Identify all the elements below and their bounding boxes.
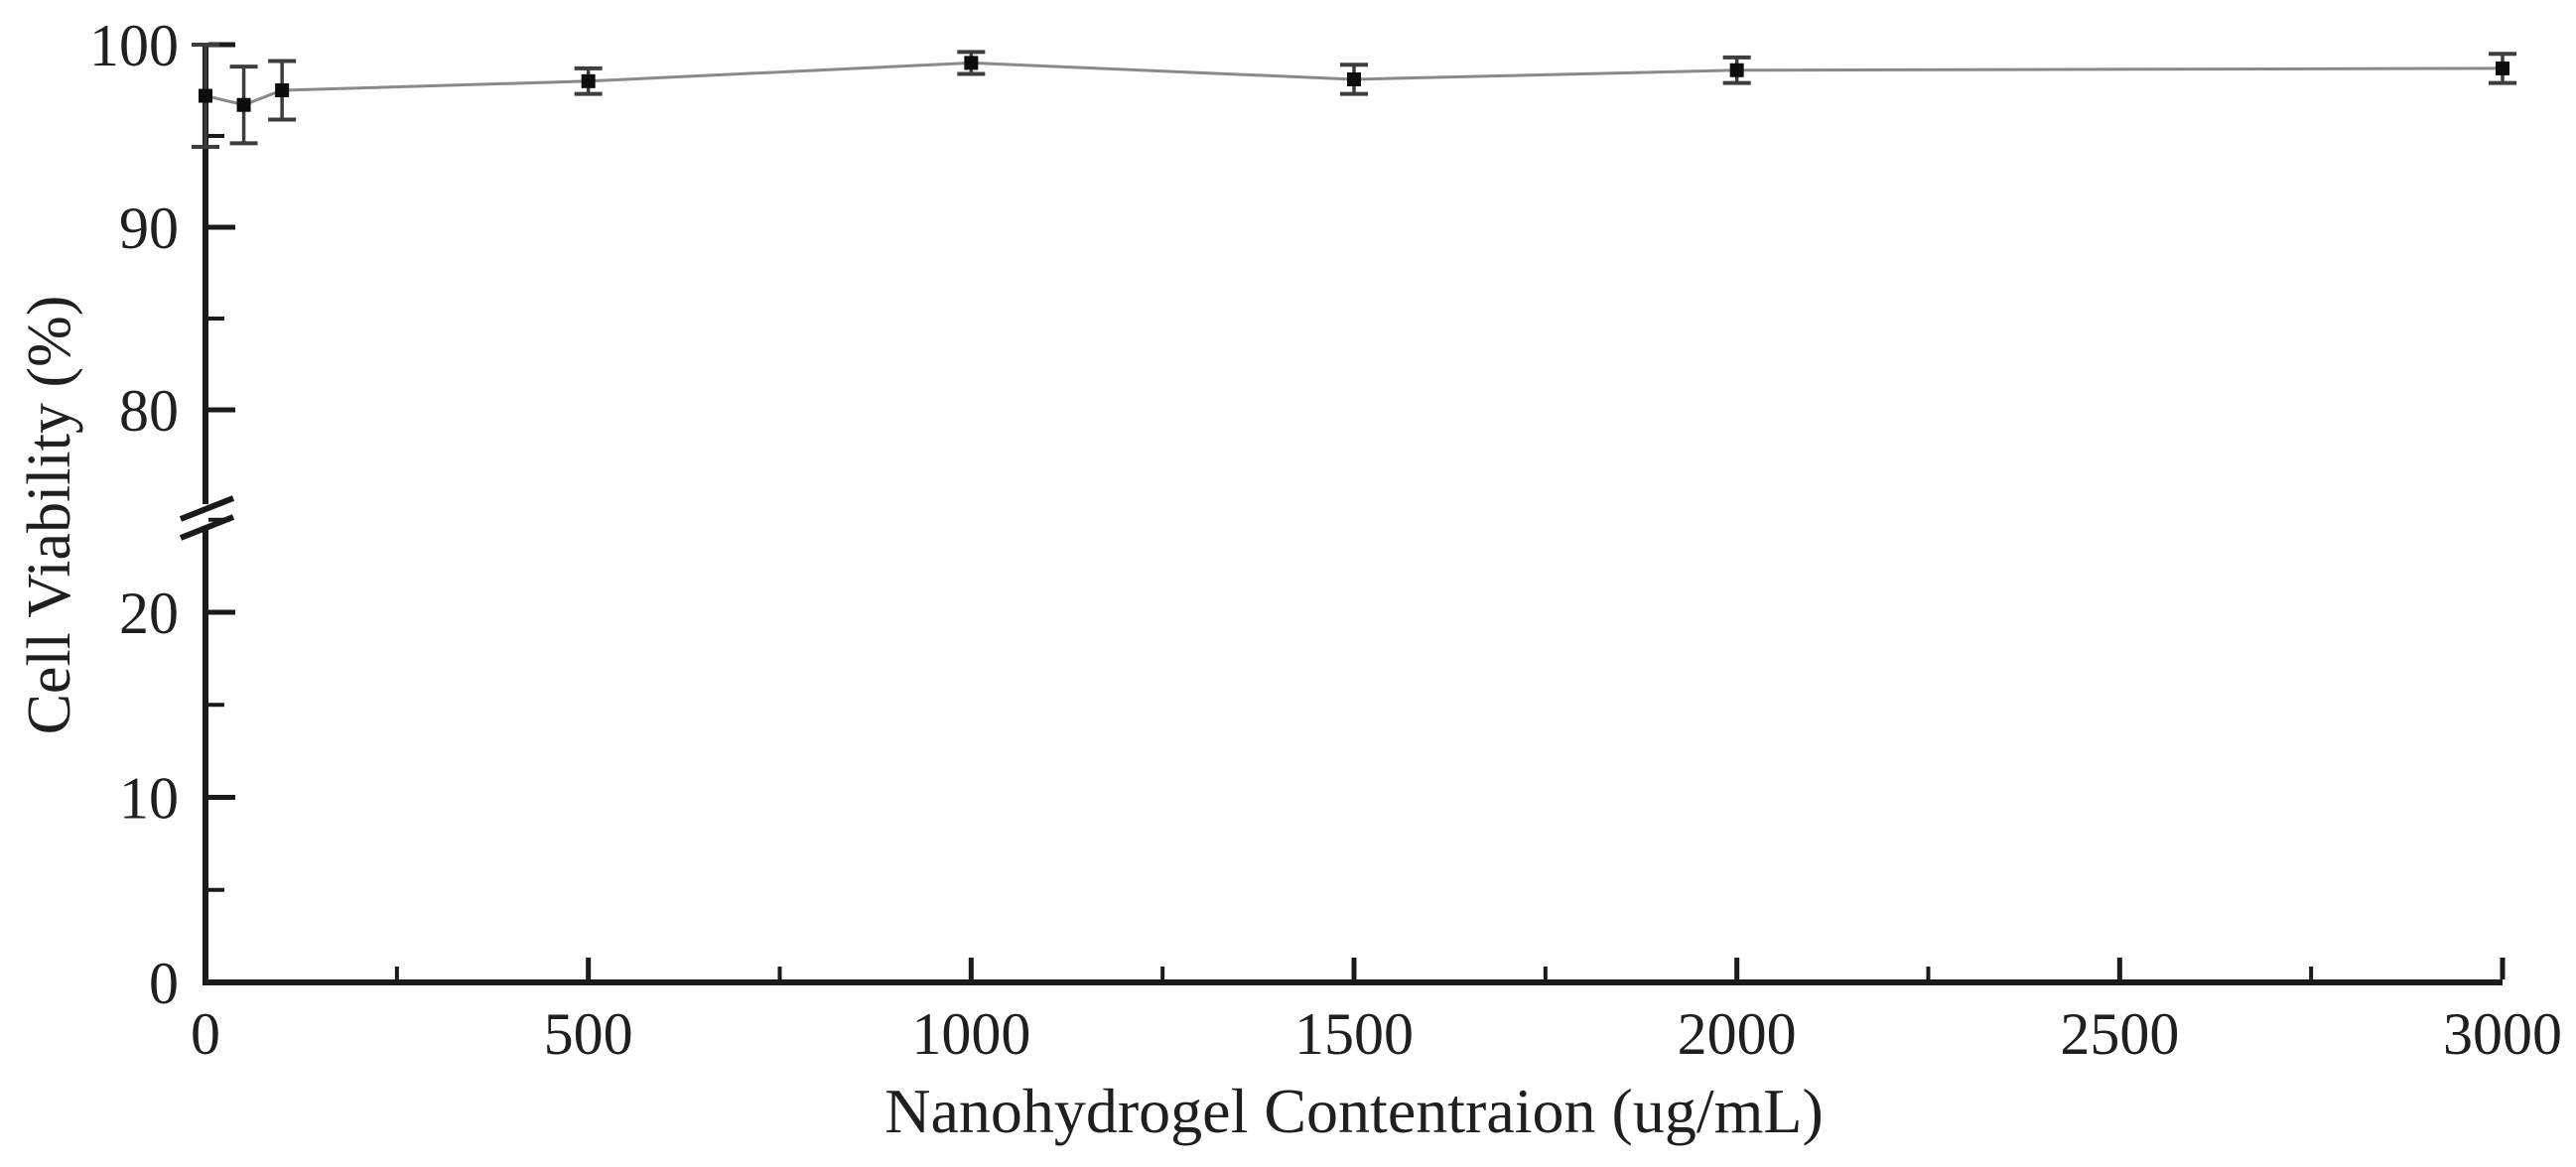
data-point-marker [1729, 63, 1744, 77]
tick-label: 0 [149, 951, 179, 1016]
data-point-marker [275, 83, 290, 97]
tick-label: 80 [119, 378, 179, 444]
tick-label: 90 [119, 195, 179, 261]
tick-label: 20 [119, 581, 179, 646]
tick-label: 1000 [911, 1001, 1030, 1067]
data-point-marker [964, 56, 979, 70]
y-axis-label: Cell Viability (%) [16, 295, 83, 735]
data-point-marker [2496, 61, 2509, 75]
data-point-marker [581, 73, 596, 88]
data-point-marker [236, 97, 251, 112]
tick-label: 100 [89, 13, 179, 78]
x-axis-label: Nanohydrogel Contentraion (ug/mL) [884, 1076, 1824, 1146]
tick-label: 1500 [1294, 1001, 1414, 1067]
tick-label: 500 [544, 1001, 633, 1067]
data-point-marker [199, 88, 212, 103]
tick-label: 2500 [2060, 1001, 2179, 1067]
tick-label: 0 [191, 1001, 220, 1067]
tick-label: 10 [119, 766, 179, 832]
data-point-marker [1347, 71, 1361, 86]
tick-label: 3000 [2443, 1001, 2562, 1067]
tick-label: 2000 [1678, 1001, 1797, 1067]
